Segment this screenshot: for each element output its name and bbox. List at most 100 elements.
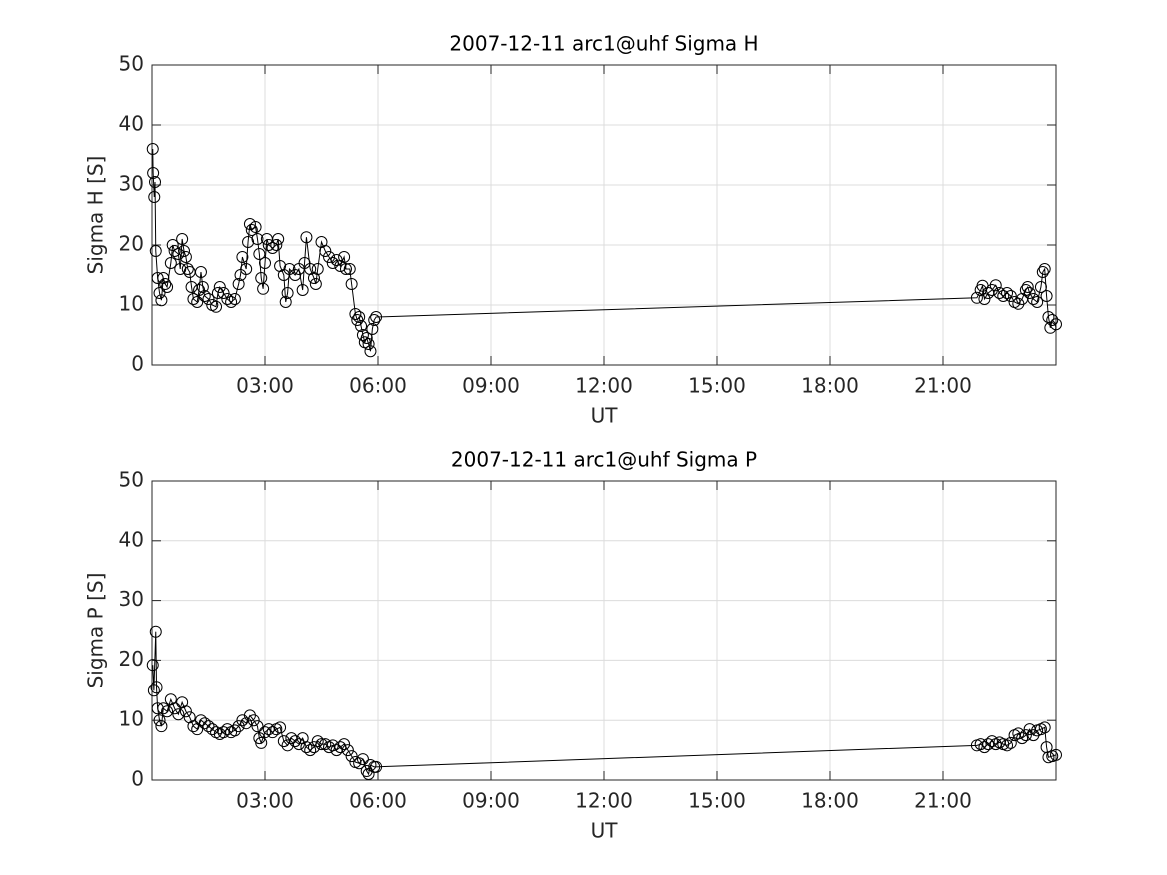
data-point <box>146 143 159 155</box>
data-point <box>217 287 230 299</box>
y-tick-label: 30 <box>119 172 144 196</box>
data-point <box>221 723 234 736</box>
data-point <box>155 720 168 733</box>
data-point <box>370 311 383 323</box>
data-point <box>1001 739 1014 752</box>
data-point <box>149 245 162 257</box>
chart-title: 2007-12-11 arc1@uhf Sigma H <box>449 32 758 56</box>
data-point <box>1036 266 1049 278</box>
data-point <box>266 242 279 254</box>
data-point <box>150 681 163 694</box>
data-point <box>304 744 317 757</box>
data-point <box>147 684 160 697</box>
data-point <box>1050 318 1062 331</box>
data-point <box>970 291 983 304</box>
data-point <box>198 717 211 730</box>
data-point <box>179 251 192 263</box>
data-point <box>345 750 358 763</box>
data-point <box>187 720 200 733</box>
data-point <box>360 332 373 344</box>
data-point <box>349 308 362 320</box>
x-tick-label: 21:00 <box>914 374 972 398</box>
data-point <box>993 287 1006 299</box>
y-tick-label: 40 <box>119 527 144 551</box>
data-point <box>166 239 179 251</box>
data-point <box>179 705 192 718</box>
data-point <box>989 279 1002 292</box>
data-point <box>178 245 191 257</box>
subplot: 0 10 20 30 40 50 03:00 06:00 09:00 12:00 15:00 18:0… <box>84 32 1062 428</box>
data-point <box>272 233 285 245</box>
data-point <box>232 720 245 733</box>
data-point <box>319 738 332 751</box>
data-point <box>341 744 354 757</box>
data-point <box>151 702 164 715</box>
data-point <box>281 287 294 299</box>
data-point <box>1040 290 1053 302</box>
data-point <box>351 314 364 326</box>
data-point <box>149 176 162 188</box>
data-point <box>309 278 322 290</box>
x-axis-label: UT <box>591 819 619 843</box>
data-point <box>338 251 351 263</box>
data-point <box>155 294 168 307</box>
data-point <box>187 293 200 305</box>
data-point <box>334 741 347 754</box>
data-point <box>164 257 177 269</box>
x-axis-label: UT <box>591 404 619 428</box>
data-point <box>172 248 185 260</box>
data-point <box>1031 296 1044 308</box>
data-point <box>289 735 302 748</box>
data-point <box>149 625 162 638</box>
data-point <box>153 287 166 299</box>
data-point <box>1016 732 1029 745</box>
data-point <box>257 282 270 295</box>
data-point <box>974 738 987 751</box>
data-point <box>353 311 366 323</box>
data-point <box>168 245 181 257</box>
data-point <box>228 293 241 305</box>
data-point <box>356 329 369 341</box>
y-axis-label: Sigma P [S] <box>84 573 108 689</box>
data-point <box>198 290 211 302</box>
data-point <box>249 221 262 233</box>
data-point <box>168 702 181 715</box>
data-point <box>356 753 369 766</box>
data-point <box>228 724 241 737</box>
chart-title: 2007-12-11 arc1@uhf Sigma P <box>451 448 757 472</box>
data-point <box>274 721 287 734</box>
x-tick-label: 03:00 <box>236 789 294 813</box>
x-tick-label: 09:00 <box>462 374 520 398</box>
data-point <box>253 248 266 260</box>
data-point <box>292 738 305 751</box>
data-point <box>176 233 189 245</box>
data-point <box>161 705 174 718</box>
data-point <box>355 320 368 332</box>
x-tick-label: 15:00 <box>688 789 746 813</box>
data-point <box>1027 293 1040 305</box>
data-point <box>279 296 292 308</box>
y-tick-label: 0 <box>131 767 144 791</box>
y-tick-label: 20 <box>119 647 144 671</box>
data-point <box>997 290 1010 302</box>
data-point <box>1046 314 1059 326</box>
data-point <box>366 323 379 335</box>
subplot: 0 10 20 30 40 50 03:00 06:00 09:00 12:00 15:00 18:0… <box>84 448 1062 843</box>
x-tick-label: 06:00 <box>349 374 407 398</box>
y-tick-label: 40 <box>119 112 144 136</box>
data-point <box>245 224 258 236</box>
data-point <box>326 257 339 269</box>
x-tick-label: 18:00 <box>801 374 859 398</box>
data-point <box>251 720 264 733</box>
data-point <box>247 714 260 727</box>
data-point <box>262 723 275 736</box>
data-point <box>368 314 381 326</box>
data-point <box>259 257 271 269</box>
y-axis-label: Sigma H [S] <box>84 156 108 275</box>
data-point <box>196 281 209 293</box>
data-point <box>1004 290 1017 302</box>
data-point <box>319 245 332 257</box>
data-point <box>343 263 356 275</box>
data-point <box>240 717 253 730</box>
data-point <box>300 741 313 754</box>
